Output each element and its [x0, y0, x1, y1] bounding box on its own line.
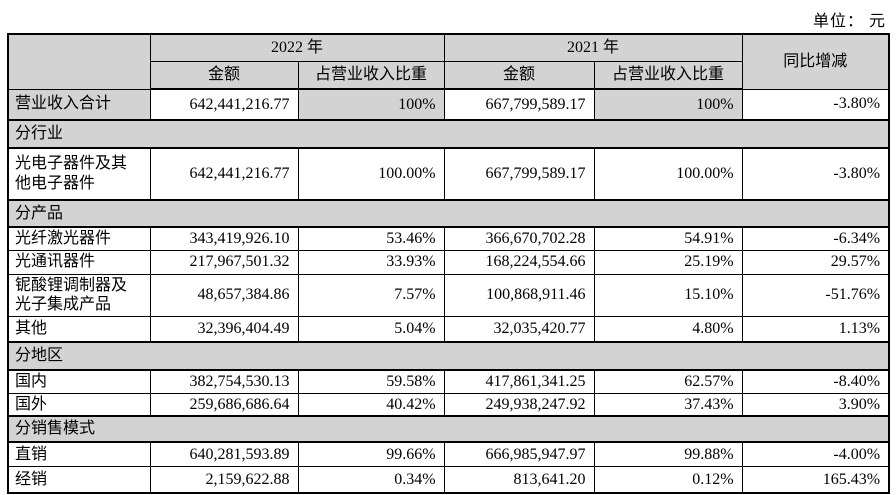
row-label: 国外	[7, 392, 151, 417]
proportion-2021: 15.10%	[593, 273, 743, 317]
revenue-breakdown-table: 2022 年 2021 年 同比增减 金额 占营业收入比重 金额 占营业收入比重…	[7, 33, 891, 495]
col-header-amount-2021: 金额	[443, 60, 595, 90]
row-label: 光电子器件及其他电子器件	[7, 147, 151, 201]
proportion-2021: 100.00%	[593, 147, 743, 201]
proportion-2021: 100%	[593, 88, 743, 121]
proportion-2022: 53.46%	[297, 226, 445, 251]
row-label: 营业收入合计	[7, 88, 151, 121]
yoy-change: 165.43%	[741, 465, 890, 494]
yoy-change: -51.76%	[741, 273, 890, 317]
proportion-2021: 54.91%	[593, 226, 743, 251]
amount-2022: 2,159,622.88	[149, 465, 299, 494]
section-row-label: 分产品	[7, 199, 890, 228]
table-row-lithium-niobate-modulators: 铌酸锂调制器及光子集成产品 48,657,384.86 7.57% 100,86…	[7, 273, 890, 317]
section-row-by-industry: 分行业	[7, 119, 890, 149]
amount-2021: 32,035,420.77	[443, 315, 595, 343]
proportion-2021: 37.43%	[593, 392, 743, 417]
proportion-2022: 5.04%	[297, 315, 445, 343]
proportion-2021: 25.19%	[593, 249, 743, 275]
amount-2021: 249,938,247.92	[443, 392, 595, 417]
unit-note: 单位： 元	[812, 13, 886, 30]
proportion-2022: 59.58%	[297, 369, 445, 394]
row-label: 光纤激光器件	[7, 226, 151, 251]
proportion-2021: 99.88%	[593, 441, 743, 467]
amount-2022: 48,657,384.86	[149, 273, 299, 317]
amount-2022: 217,967,501.32	[149, 249, 299, 275]
proportion-2021: 62.57%	[593, 369, 743, 394]
section-row-label: 分地区	[7, 341, 890, 372]
row-label: 经销	[7, 465, 151, 494]
amount-2021: 168,224,554.66	[443, 249, 595, 275]
amount-2021: 100,868,911.46	[443, 273, 595, 317]
row-label: 其他	[7, 315, 151, 343]
header-row-years: 2022 年 2021 年 同比增减	[7, 33, 890, 90]
table-row-total-revenue: 营业收入合计 642,441,216.77 100% 667,799,589.1…	[7, 88, 890, 121]
amount-2022: 343,419,926.10	[149, 226, 299, 251]
section-row-label: 分行业	[7, 119, 890, 149]
amount-2021: 666,985,947.97	[443, 441, 595, 467]
col-header-year-2022: 2022 年	[149, 33, 445, 62]
table-row-domestic: 国内 382,754,530.13 59.58% 417,861,341.25 …	[7, 369, 890, 394]
col-header-proportion-2022: 占营业收入比重	[297, 60, 445, 90]
header-row-metrics: 金额 占营业收入比重 金额 占营业收入比重	[8, 60, 889, 90]
col-header-year-2021: 2021 年	[443, 33, 743, 62]
yoy-change: 29.57%	[741, 249, 890, 275]
proportion-2022: 0.34%	[297, 465, 445, 494]
proportion-2022: 40.42%	[297, 392, 445, 417]
table-row-other: 其他 32,396,404.49 5.04% 32,035,420.77 4.8…	[7, 315, 890, 343]
proportion-2022: 33.93%	[297, 249, 445, 275]
amount-2021: 417,861,341.25	[443, 369, 595, 394]
table-row-optical-communication-devices: 光通讯器件 217,967,501.32 33.93% 168,224,554.…	[7, 249, 890, 275]
row-label: 直销	[7, 441, 151, 467]
row-label: 光通讯器件	[7, 249, 151, 275]
col-header-yoy: 同比增减	[741, 33, 890, 90]
section-row-by-region: 分地区	[7, 341, 890, 372]
yoy-change: -4.00%	[741, 441, 890, 467]
amount-2022: 642,441,216.77	[149, 147, 299, 201]
yoy-change: -3.80%	[741, 88, 890, 121]
yoy-change: 1.13%	[741, 315, 890, 343]
amount-2022: 640,281,593.89	[149, 441, 299, 467]
proportion-2022: 7.57%	[297, 273, 445, 317]
section-row-by-product: 分产品	[7, 199, 890, 228]
yoy-change: -6.34%	[741, 226, 890, 251]
section-row-by-sales-model: 分销售模式	[7, 415, 890, 444]
proportion-2022: 100.00%	[297, 147, 445, 201]
proportion-2021: 4.80%	[593, 315, 743, 343]
yoy-change: 3.90%	[741, 392, 890, 417]
amount-2022: 382,754,530.13	[149, 369, 299, 394]
proportion-2021: 0.12%	[593, 465, 743, 494]
amount-2022: 32,396,404.49	[149, 315, 299, 343]
row-label: 铌酸锂调制器及光子集成产品	[7, 273, 151, 317]
amount-2021: 667,799,589.17	[443, 147, 595, 201]
corner-cell	[7, 33, 151, 90]
col-header-proportion-2021: 占营业收入比重	[593, 60, 743, 90]
row-label: 国内	[7, 369, 151, 394]
table-row-distribution: 经销 2,159,622.88 0.34% 813,641.20 0.12% 1…	[7, 465, 890, 494]
amount-2021: 667,799,589.17	[443, 88, 595, 121]
amount-2021: 366,670,702.28	[443, 226, 595, 251]
amount-2022: 259,686,686.64	[149, 392, 299, 417]
table-row-fiber-laser-devices: 光纤激光器件 343,419,926.10 53.46% 366,670,702…	[7, 226, 890, 251]
proportion-2022: 100%	[297, 88, 445, 121]
col-header-amount-2022: 金额	[149, 60, 299, 90]
proportion-2022: 99.66%	[297, 441, 445, 467]
yoy-change: -8.40%	[741, 369, 890, 394]
table-row-optoelectronic-devices: 光电子器件及其他电子器件 642,441,216.77 100.00% 667,…	[7, 147, 890, 201]
amount-2022: 642,441,216.77	[149, 88, 299, 121]
amount-2021: 813,641.20	[443, 465, 595, 494]
table-row-overseas: 国外 259,686,686.64 40.42% 249,938,247.92 …	[7, 392, 890, 417]
yoy-change: -3.80%	[741, 147, 890, 201]
section-row-label: 分销售模式	[7, 415, 890, 444]
table-row-direct-sales: 直销 640,281,593.89 99.66% 666,985,947.97 …	[7, 441, 890, 467]
